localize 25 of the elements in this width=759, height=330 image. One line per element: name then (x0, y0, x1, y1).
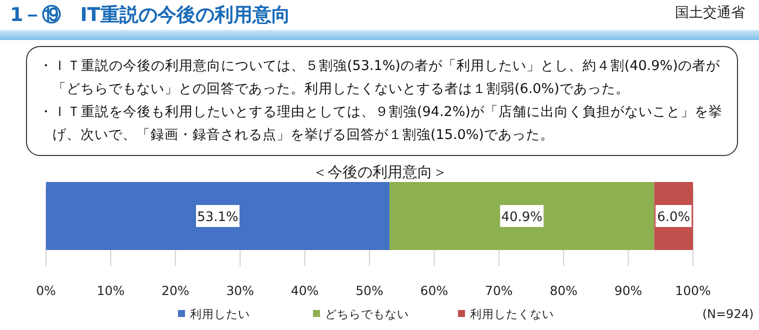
bar (46, 182, 390, 250)
text: ・ＩＴ重説の今後の利用意向については、５割強(53.1%)の者が「利用したい」とし、約４割(40.9%)の者が「どちらでもない」との回答であった。利用したくないとする者は１割弱(6.0%)であった。 (39, 57, 721, 99)
x-tick-label: 20% (162, 283, 190, 298)
data-label: 53.1% (197, 210, 238, 225)
legend-label: 利用したくない (470, 307, 554, 321)
x-tick-label: 90% (614, 283, 642, 298)
x-tick-label: 70% (485, 283, 513, 298)
data-label: 40.9% (501, 210, 543, 225)
text: ・ＩＴ重説を今後も利用したいとする理由としては、９割強(94.2%)が「店舗に出向く負担がないこと」を挙げ、次いで、「録画・録音される点」を挙げる回答が１割強(15.0%)であった。 (39, 103, 724, 145)
x-tick-label: 60% (420, 283, 448, 298)
chart-title: 1－⑲ IT重説の今後の利用意向 (10, 3, 290, 28)
x-tick-label: 50% (356, 283, 384, 298)
x-tick-label: 30% (226, 283, 254, 298)
legend-label: どちらでもない (325, 307, 409, 321)
x-tick-label: 0% (36, 283, 56, 298)
text: (N=924) (702, 307, 754, 321)
x-tick-label: 10% (96, 283, 125, 298)
legend-label: 利用したい (190, 307, 250, 321)
x-tick-label: 80% (550, 283, 578, 298)
data-label: 6.0% (657, 210, 690, 225)
text: 国土交通省 (675, 4, 745, 22)
x-tick-label: 100% (675, 283, 711, 298)
bar (390, 182, 654, 250)
x-tick-label: 40% (290, 283, 319, 298)
chart-subtitle: ＜今後の利用意向＞ (312, 163, 448, 181)
